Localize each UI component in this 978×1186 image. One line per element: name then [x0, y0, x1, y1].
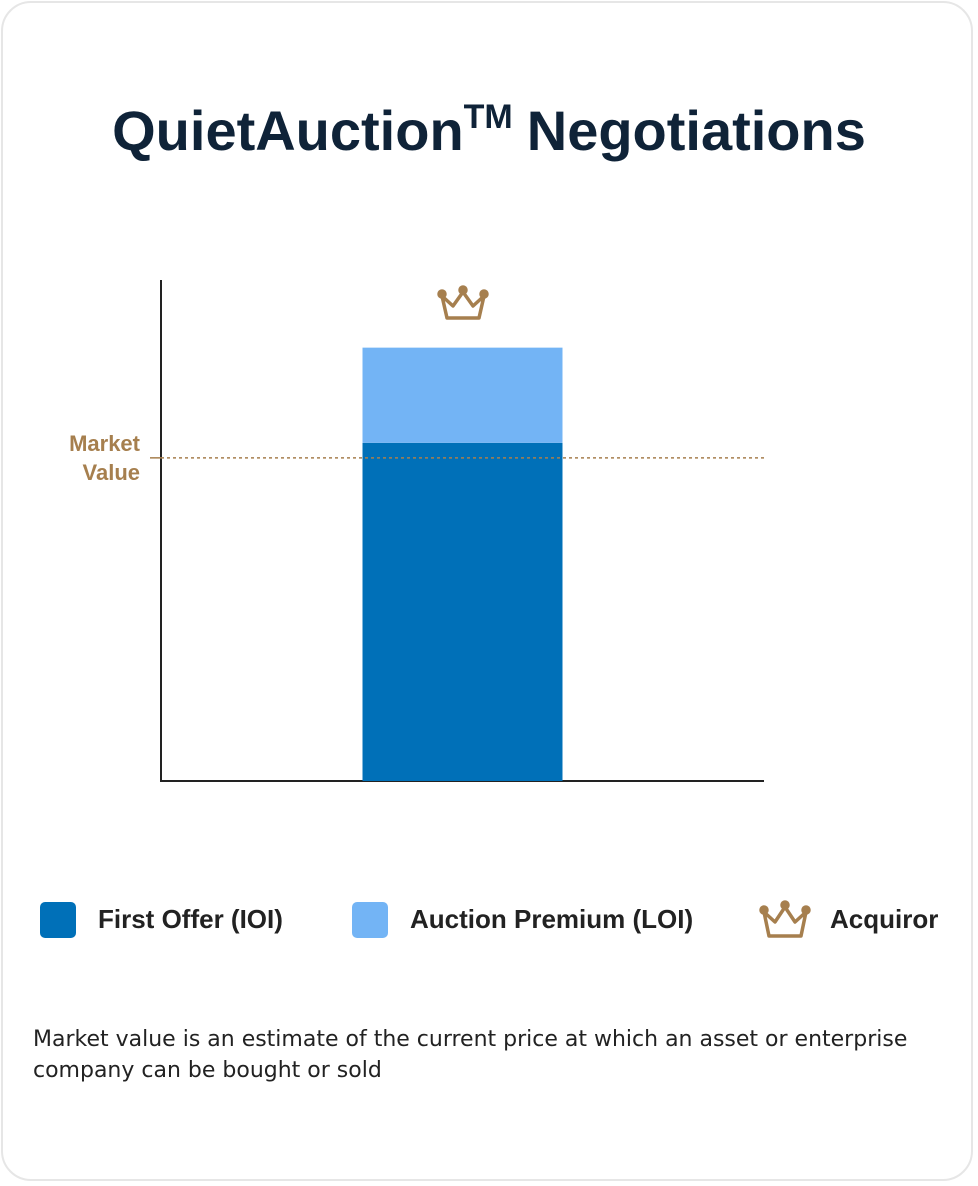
legend-swatch [40, 902, 76, 938]
title-main: QuietAuction [112, 99, 464, 162]
legend-label: Auction Premium (LOI) [410, 904, 693, 934]
legend-crown-icon [759, 900, 811, 938]
bar-segment [362, 347, 563, 443]
footnote: Market value is an estimate of the curre… [33, 1027, 908, 1083]
legend-label: First Offer (IOI) [98, 904, 283, 934]
reference-label: Market Value [69, 430, 140, 485]
bar-segment [362, 442, 563, 781]
crown-icon [437, 285, 489, 320]
legend-swatch [352, 902, 388, 938]
title-suffix: Negotiations [527, 99, 866, 162]
chart-title: QuietAuctionTM Negotiations [112, 98, 866, 162]
legend-label: Acquiror [830, 904, 938, 934]
title-mark: TM [464, 98, 513, 136]
